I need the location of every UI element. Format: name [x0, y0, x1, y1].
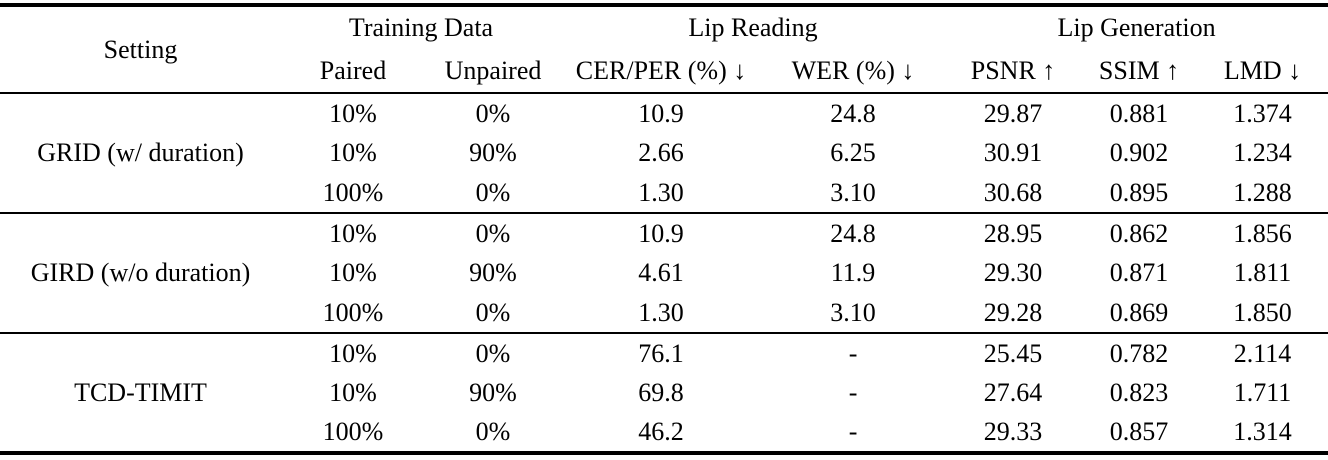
cell-unpaired: 0%: [475, 417, 511, 446]
cell-cer-per: 2.66: [638, 138, 684, 167]
cell-wer: 6.25: [830, 138, 876, 167]
table-row: 100% 0% 1.30 3.10 30.68 0.895 1.288: [0, 173, 1328, 213]
header-group-training-data: Training Data: [348, 13, 494, 42]
cell-paired: 10%: [329, 218, 377, 248]
cell-unpaired: 0%: [475, 297, 511, 327]
header-wer: WER (%) ↓: [791, 55, 915, 85]
cell-unpaired: 90%: [469, 138, 517, 167]
cell-paired: 10%: [329, 98, 377, 128]
cell-cer-per: 1.30: [638, 297, 684, 327]
cell-paired: 10%: [329, 258, 377, 287]
cell-wer: 24.8: [830, 98, 876, 128]
header-cer-per: CER/PER (%) ↓: [575, 55, 747, 85]
cell-psnr: 28.95: [983, 218, 1043, 248]
cell-lmd: 1.856: [1233, 218, 1292, 248]
cell-cer-per: 76.1: [638, 338, 684, 368]
cell-unpaired: 0%: [475, 218, 511, 248]
table-row: 100% 0% 1.30 3.10 29.28 0.869 1.850: [0, 293, 1328, 333]
cell-unpaired: 0%: [475, 98, 511, 128]
cell-wer: -: [848, 378, 858, 407]
cell-psnr: 30.91: [983, 138, 1043, 167]
cell-paired: 100%: [322, 177, 384, 207]
header-group-lip-reading: Lip Reading: [688, 13, 818, 42]
cell-wer: 3.10: [830, 297, 876, 327]
cell-ssim: 0.871: [1109, 258, 1169, 287]
cell-lmd: 1.711: [1233, 378, 1292, 407]
cell-ssim: 0.823: [1109, 378, 1169, 407]
cell-ssim: 0.782: [1109, 338, 1169, 368]
cell-paired: 10%: [329, 378, 377, 407]
cell-unpaired: 0%: [475, 177, 511, 207]
cell-psnr: 29.87: [983, 98, 1043, 128]
cell-unpaired: 0%: [475, 338, 511, 368]
group-grid-w-duration: GRID (w/ duration) 10% 0% 10.9 24.8 29.8…: [0, 93, 1328, 213]
cell-lmd: 1.374: [1233, 98, 1292, 128]
cell-wer: -: [848, 417, 858, 446]
cell-cer-per: 46.2: [638, 417, 684, 446]
table-row: TCD-TIMIT 10% 0% 76.1 - 25.45 0.782 2.11…: [0, 333, 1328, 407]
cell-lmd: 1.288: [1233, 177, 1292, 207]
cell-lmd: 1.234: [1233, 138, 1292, 167]
cell-paired: 100%: [322, 297, 384, 327]
cell-psnr: 29.33: [983, 417, 1043, 446]
cell-psnr: 25.45: [983, 338, 1043, 368]
header-row-groups: Setting Training Data Lip Reading Lip Ge…: [0, 5, 1328, 64]
results-table: Setting Training Data Lip Reading Lip Ge…: [0, 3, 1328, 455]
header-psnr: PSNR ↑: [970, 55, 1056, 85]
header-ssim: SSIM ↑: [1098, 55, 1180, 85]
cell-wer: 11.9: [830, 258, 876, 287]
cell-lmd: 1.314: [1233, 417, 1292, 446]
table-row: 10% 90% 2.66 6.25 30.91 0.902 1.234: [0, 133, 1328, 173]
cell-ssim: 0.881: [1109, 98, 1169, 128]
cell-psnr: 30.68: [983, 177, 1043, 207]
table-row: 10% 90% 4.61 11.9 29.30 0.871 1.811: [0, 253, 1328, 293]
header-unpaired: Unpaired: [444, 55, 542, 85]
setting-cell: TCD-TIMIT: [74, 377, 207, 407]
table-row: 10% 90% 69.8 - 27.64 0.823 1.711: [0, 373, 1328, 413]
table-header: Setting Training Data Lip Reading Lip Ge…: [0, 5, 1328, 93]
cell-paired: 10%: [329, 138, 377, 167]
cell-unpaired: 90%: [469, 378, 517, 407]
cell-cer-per: 10.9: [638, 98, 684, 128]
header-row-subcolumns: Paired Unpaired CER/PER (%) ↓ WER (%) ↓ …: [0, 49, 1328, 93]
header-setting: Setting: [103, 34, 178, 64]
cell-cer-per: 1.30: [638, 177, 684, 207]
header-lmd: LMD ↓: [1223, 55, 1302, 85]
cell-lmd: 1.811: [1233, 258, 1292, 287]
cell-ssim: 0.857: [1109, 417, 1169, 446]
table-row: GRID (w/ duration) 10% 0% 10.9 24.8 29.8…: [0, 93, 1328, 168]
cell-wer: 3.10: [830, 177, 876, 207]
cell-unpaired: 90%: [469, 258, 517, 287]
cell-ssim: 0.895: [1109, 177, 1169, 207]
cell-cer-per: 10.9: [638, 218, 684, 248]
cell-ssim: 0.902: [1109, 138, 1169, 167]
cell-paired: 100%: [322, 417, 384, 446]
group-gird-wo-duration: GIRD (w/o duration) 10% 0% 10.9 24.8 28.…: [0, 213, 1328, 333]
cell-cer-per: 69.8: [638, 378, 684, 407]
header-paired: Paired: [319, 55, 387, 85]
cell-psnr: 29.30: [983, 258, 1043, 287]
group-tcd-timit: TCD-TIMIT 10% 0% 76.1 - 25.45 0.782 2.11…: [0, 333, 1328, 453]
setting-cell: GRID (w/ duration): [37, 138, 244, 167]
cell-psnr: 27.64: [983, 378, 1043, 407]
cell-paired: 10%: [329, 338, 377, 368]
cell-cer-per: 4.61: [638, 258, 684, 287]
cell-wer: 24.8: [830, 218, 876, 248]
cell-wer: -: [848, 338, 858, 368]
cell-psnr: 29.28: [983, 297, 1043, 327]
table-row: 100% 0% 46.2 - 29.33 0.857 1.314: [0, 413, 1328, 453]
table-row: GIRD (w/o duration) 10% 0% 10.9 24.8 28.…: [0, 213, 1328, 288]
setting-cell: GIRD (w/o duration): [30, 258, 251, 287]
cell-lmd: 1.850: [1233, 297, 1292, 327]
cell-ssim: 0.869: [1109, 297, 1169, 327]
header-group-lip-generation: Lip Generation: [1057, 13, 1216, 42]
cell-lmd: 2.114: [1233, 338, 1292, 368]
cell-ssim: 0.862: [1109, 218, 1169, 248]
